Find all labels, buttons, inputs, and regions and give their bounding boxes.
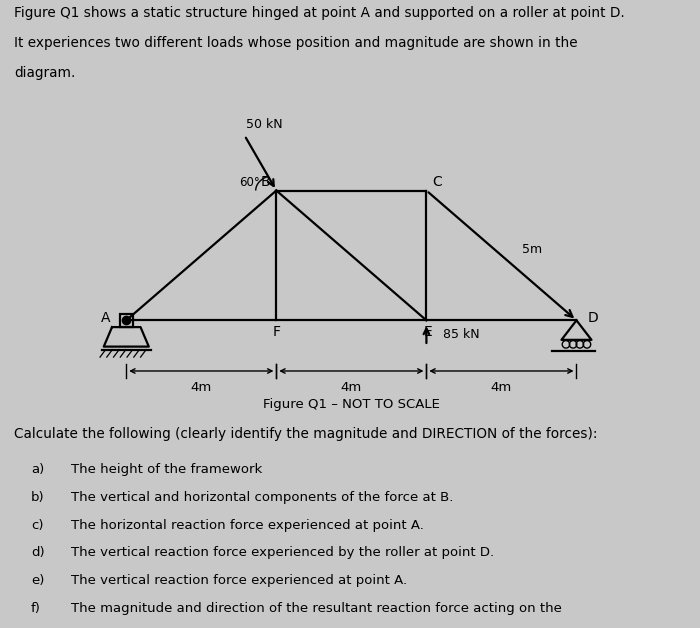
Text: The vertical reaction force experienced by the roller at point D.: The vertical reaction force experienced … bbox=[71, 546, 494, 560]
Text: b): b) bbox=[31, 491, 44, 504]
Text: The horizontal reaction force experienced at point A.: The horizontal reaction force experience… bbox=[71, 519, 424, 532]
Text: B: B bbox=[261, 175, 271, 189]
Text: Calculate the following (clearly identify the magnitude and DIRECTION of the for: Calculate the following (clearly identif… bbox=[14, 427, 598, 441]
Text: 4m: 4m bbox=[341, 381, 362, 394]
Bar bbox=[120, 313, 133, 327]
Text: 60°: 60° bbox=[239, 176, 260, 189]
Text: E: E bbox=[424, 325, 433, 339]
Text: 50 kN: 50 kN bbox=[246, 118, 283, 131]
Text: 5m: 5m bbox=[522, 243, 543, 256]
Text: D: D bbox=[588, 311, 598, 325]
Text: The height of the framework: The height of the framework bbox=[71, 463, 262, 476]
Text: diagram.: diagram. bbox=[14, 67, 76, 80]
Text: f): f) bbox=[31, 602, 41, 615]
Text: C: C bbox=[432, 175, 442, 189]
Text: The magnitude and direction of the resultant reaction force acting on the: The magnitude and direction of the resul… bbox=[71, 602, 562, 615]
Text: d): d) bbox=[31, 546, 44, 560]
Text: a): a) bbox=[31, 463, 44, 476]
Text: F: F bbox=[272, 325, 280, 339]
Text: c): c) bbox=[31, 519, 43, 532]
Text: Figure Q1 shows a static structure hinged at point A and supported on a roller a: Figure Q1 shows a static structure hinge… bbox=[14, 6, 624, 20]
Text: It experiences two different loads whose position and magnitude are shown in the: It experiences two different loads whose… bbox=[14, 36, 578, 50]
Text: 4m: 4m bbox=[190, 381, 212, 394]
Text: e): e) bbox=[31, 574, 44, 587]
Text: 4m: 4m bbox=[491, 381, 512, 394]
Text: The vertical reaction force experienced at point A.: The vertical reaction force experienced … bbox=[71, 574, 407, 587]
Text: Figure Q1 – NOT TO SCALE: Figure Q1 – NOT TO SCALE bbox=[263, 398, 440, 411]
Text: 85 kN: 85 kN bbox=[443, 328, 480, 341]
Text: The vertical and horizontal components of the force at B.: The vertical and horizontal components o… bbox=[71, 491, 454, 504]
Text: A: A bbox=[101, 311, 111, 325]
